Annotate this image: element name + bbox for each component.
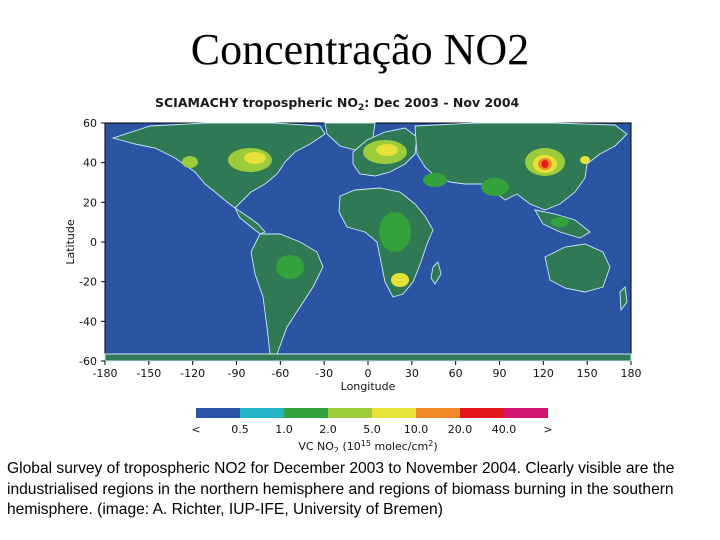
colorbar-segment (196, 408, 240, 418)
unit-sup: 15 (361, 439, 371, 448)
continent-antarctica (104, 353, 632, 362)
colorbar-label: 0.5 (231, 423, 249, 436)
unit-end: ) (433, 440, 437, 452)
lat-tick-label: -20 (79, 276, 97, 289)
no2-map-figure: SCIAMACHY tropospheric NO2: Dec 2003 - N… (64, 95, 642, 452)
map-title-sub: 2 (358, 103, 364, 113)
colorbar-label: < (191, 423, 200, 436)
lon-tick-label: 60 (449, 367, 463, 380)
lat-tick-label: 40 (83, 157, 97, 170)
hotspot-south-america (276, 255, 304, 279)
lat-tick-label: 60 (83, 117, 97, 130)
lat-tick-label: -40 (79, 315, 97, 328)
colorbar-label: 1.0 (275, 423, 293, 436)
slide-title: Concentração NO2 (190, 25, 530, 74)
lon-tick-label: 180 (621, 367, 642, 380)
lon-tick-label: -150 (136, 367, 161, 380)
unit-prefix: VC NO (298, 440, 334, 452)
colorbar-label: 40.0 (492, 423, 517, 436)
lon-tick-label: 0 (365, 367, 372, 380)
colorbar-segment (416, 408, 460, 418)
colorbar-segment (328, 408, 372, 418)
colorbar-segment (460, 408, 504, 418)
hotspot-japan (580, 156, 590, 164)
colorbar-unit-label: VC NO2 (1015 molec/cm2) (298, 439, 437, 452)
continent-central-america (233, 206, 266, 235)
lon-tick-label: -60 (271, 367, 289, 380)
colorbar-labels: <0.5 1.0 2.0 5.0 10.0 20.0 40.0 > (191, 423, 552, 436)
lon-tick-label: 120 (533, 367, 554, 380)
unit-suffix: molec/cm (371, 440, 428, 452)
continent-south-america (250, 233, 324, 355)
y-axis-label: Latitude (64, 219, 77, 265)
colorbar-label: 20.0 (448, 423, 473, 436)
lon-tick-label: -30 (315, 367, 333, 380)
hotspot-north-america-west (182, 156, 198, 168)
unit-mid: (10 (339, 440, 361, 452)
colorbar-segment (504, 408, 548, 418)
no2-hotspots (182, 140, 590, 287)
colorbar-label: 5.0 (363, 423, 381, 436)
hotspot-india (481, 178, 509, 196)
x-axis-label: Longitude (341, 380, 396, 393)
lon-tick-label: -180 (93, 367, 118, 380)
hotspot-north-america-east-core (244, 152, 266, 164)
colorbar-label: 10.0 (404, 423, 429, 436)
lat-tick-label: -60 (79, 355, 97, 368)
continent-australia (544, 243, 611, 293)
hotspot-southeast-asia (551, 217, 569, 227)
continent-madagascar (430, 261, 442, 285)
colorbar (196, 408, 548, 418)
hotspot-central-africa (379, 212, 411, 252)
colorbar-segment (240, 408, 284, 418)
lon-tick-label: 150 (577, 367, 598, 380)
lon-tick-label: -120 (180, 367, 205, 380)
unit-sup2: 2 (428, 439, 433, 448)
lat-tick-label: 0 (90, 236, 97, 249)
hotspot-europe-core (376, 144, 398, 156)
map-title: SCIAMACHY tropospheric NO2: Dec 2003 - N… (155, 95, 520, 113)
unit-sub: 2 (334, 446, 339, 452)
continent-new-zealand (619, 286, 628, 312)
figure-caption: Global survey of tropospheric NO2 for De… (7, 460, 675, 518)
hotspot-southern-africa (391, 273, 409, 287)
hotspot-middle-east (423, 173, 447, 187)
lon-tick-label: 90 (493, 367, 507, 380)
map-title-prefix: SCIAMACHY tropospheric NO (155, 95, 358, 110)
colorbar-segment (372, 408, 416, 418)
hotspot-china-red (541, 160, 549, 168)
colorbar-segment (284, 408, 328, 418)
longitude-ticks: -180 -150 -120 -90 -60 -30 0 30 60 90 120 150 180 (93, 361, 642, 380)
lon-tick-label: -90 (228, 367, 246, 380)
lon-tick-label: 30 (405, 367, 419, 380)
latitude-ticks: 60 40 20 0 -20 -40 -60 (79, 117, 105, 368)
map-title-suffix: : Dec 2003 - Nov 2004 (364, 95, 519, 110)
lat-tick-label: 20 (83, 196, 97, 209)
colorbar-label: > (543, 423, 552, 436)
colorbar-label: 2.0 (319, 423, 337, 436)
